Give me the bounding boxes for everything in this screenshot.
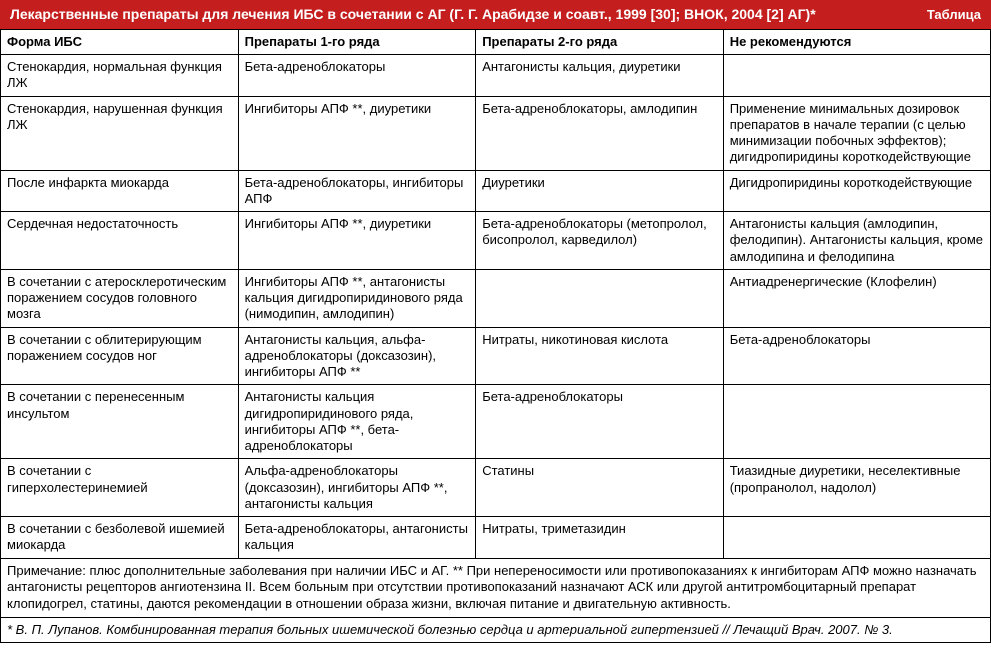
table-cell: В сочетании с облитерирующим поражением … xyxy=(1,327,239,385)
table-cell: Бета-адреноблокаторы xyxy=(476,385,724,459)
table-cell xyxy=(476,269,724,327)
table-row: В сочетании с гиперхолестеринемиейАльфа-… xyxy=(1,459,991,517)
medication-table: Форма ИБС Препараты 1-го ряда Препараты … xyxy=(0,29,991,644)
col-header: Препараты 1-го ряда xyxy=(238,29,476,54)
table-document: Лекарственные препараты для лечения ИБС … xyxy=(0,0,991,643)
table-badge: Таблица xyxy=(927,7,981,22)
table-cell: Антиадренергические (Клофелин) xyxy=(723,269,990,327)
table-row: В сочетании с облитерирующим поражением … xyxy=(1,327,991,385)
table-row: Стенокардия, нормальная функция ЛЖБета-а… xyxy=(1,55,991,97)
table-cell: Сердечная недостаточность xyxy=(1,212,239,270)
col-header: Не рекомендуются xyxy=(723,29,990,54)
table-cell: Тиазидные диуретики, неселективные (проп… xyxy=(723,459,990,517)
source-text: * В. П. Лупанов. Комбинированная терапия… xyxy=(1,618,991,643)
table-cell: Ингибиторы АПФ **, антагонисты кальция д… xyxy=(238,269,476,327)
table-cell: Стенокардия, нормальная функция ЛЖ xyxy=(1,55,239,97)
table-cell: Дигидропиридины короткодействующие xyxy=(723,170,990,212)
table-cell: В сочетании с атеросклеротическим пораже… xyxy=(1,269,239,327)
table-cell xyxy=(723,55,990,97)
table-cell: Диуретики xyxy=(476,170,724,212)
table-cell: Нитраты, триметазидин xyxy=(476,517,724,559)
title-bar: Лекарственные препараты для лечения ИБС … xyxy=(0,0,991,29)
table-cell: В сочетании с перенесенным инсультом xyxy=(1,385,239,459)
table-cell: Бета-адреноблокаторы xyxy=(238,55,476,97)
table-cell: Антагонисты кальция (амлодипин, фелодипи… xyxy=(723,212,990,270)
table-row: В сочетании с перенесенным инсультомАнта… xyxy=(1,385,991,459)
table-body: Стенокардия, нормальная функция ЛЖБета-а… xyxy=(1,55,991,559)
table-row: После инфаркта миокардаБета-адреноблокат… xyxy=(1,170,991,212)
note-row: Примечание: плюс дополнительные заболева… xyxy=(1,558,991,618)
table-cell: В сочетании с гиперхолестеринемией xyxy=(1,459,239,517)
table-cell: Бета-адреноблокаторы (метопролол, бисопр… xyxy=(476,212,724,270)
table-cell: Антагонисты кальция, диуретики xyxy=(476,55,724,97)
table-cell: В сочетании с безболевой ишемией миокард… xyxy=(1,517,239,559)
table-title: Лекарственные препараты для лечения ИБС … xyxy=(10,6,816,23)
table-cell xyxy=(723,385,990,459)
table-cell: Ингибиторы АПФ **, диуретики xyxy=(238,96,476,170)
table-row: Стенокардия, нарушенная функция ЛЖИнгиби… xyxy=(1,96,991,170)
table-cell: Стенокардия, нарушенная функция ЛЖ xyxy=(1,96,239,170)
header-row: Форма ИБС Препараты 1-го ряда Препараты … xyxy=(1,29,991,54)
note-text: Примечание: плюс дополнительные заболева… xyxy=(1,558,991,618)
table-cell: Антагонисты кальция дигидропиридинового … xyxy=(238,385,476,459)
table-cell: Бета-адреноблокаторы, антагонисты кальци… xyxy=(238,517,476,559)
table-cell: Бета-адреноблокаторы, амлодипин xyxy=(476,96,724,170)
table-cell: Нитраты, никотиновая кислота xyxy=(476,327,724,385)
table-cell: После инфаркта миокарда xyxy=(1,170,239,212)
table-cell: Ингибиторы АПФ **, диуретики xyxy=(238,212,476,270)
col-header: Форма ИБС xyxy=(1,29,239,54)
col-header: Препараты 2-го ряда xyxy=(476,29,724,54)
table-row: В сочетании с атеросклеротическим пораже… xyxy=(1,269,991,327)
table-row: В сочетании с безболевой ишемией миокард… xyxy=(1,517,991,559)
table-cell: Применение минимальных дозировок препара… xyxy=(723,96,990,170)
table-cell: Статины xyxy=(476,459,724,517)
table-cell: Бета-адреноблокаторы, ингибиторы АПФ xyxy=(238,170,476,212)
table-row: Сердечная недостаточностьИнгибиторы АПФ … xyxy=(1,212,991,270)
table-cell xyxy=(723,517,990,559)
table-cell: Бета-адреноблокаторы xyxy=(723,327,990,385)
table-cell: Альфа-адреноблокаторы (доксазозин), инги… xyxy=(238,459,476,517)
source-row: * В. П. Лупанов. Комбинированная терапия… xyxy=(1,618,991,643)
table-cell: Антагонисты кальция, альфа-адреноблокато… xyxy=(238,327,476,385)
